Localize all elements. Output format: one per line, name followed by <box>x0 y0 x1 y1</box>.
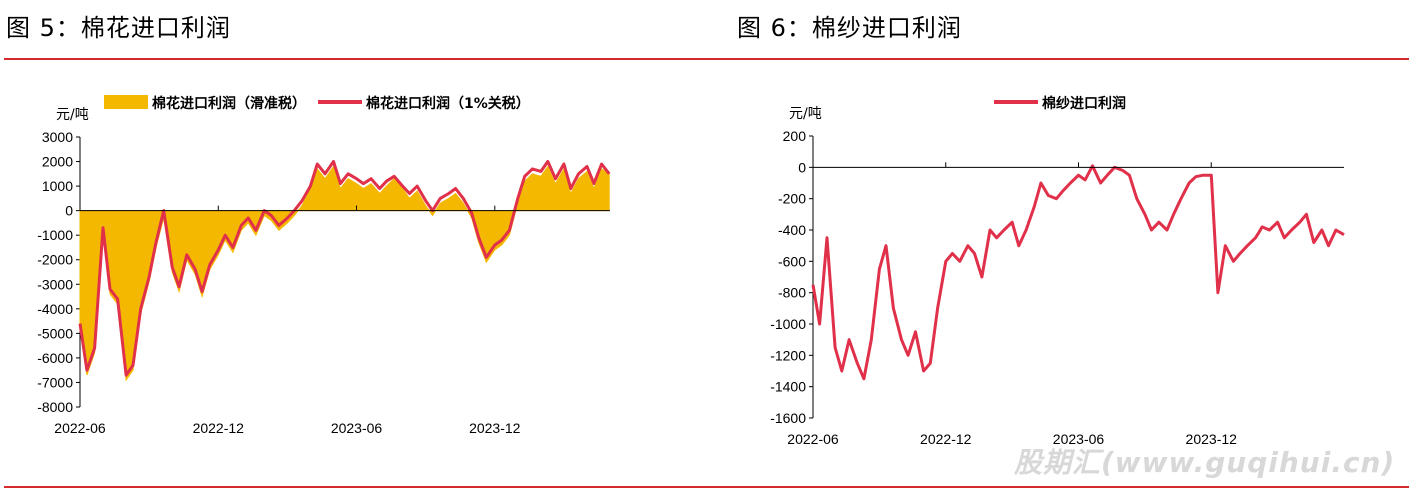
chart5-x-tick-label: 2023-12 <box>469 420 521 436</box>
chart5-x-tick-label: 2022-12 <box>193 420 245 436</box>
chart5-y-tick-label: 2000 <box>42 154 73 170</box>
chart5-x-tick-label: 2023-06 <box>331 420 383 436</box>
chart6-y-tick-label: -600 <box>778 253 806 269</box>
cotton-yarn-import-profit-chart: 元/吨 200 0 -200 -400 -600 -800 -1000 -1200 -1400 -1… <box>770 95 1345 447</box>
cotton-import-profit-chart: 元/吨 3000 2000 1000 0 -1000 -2000 -3000 -4000 -500… <box>37 95 611 436</box>
chart5-y-tick-label: -6000 <box>37 350 73 366</box>
chart6-y-tick-label: -1400 <box>770 379 806 395</box>
bottom-divider <box>4 486 1409 488</box>
figure-5-title: 图 5：棉花进口利润 <box>6 14 231 42</box>
chart6-y-tick-label: -200 <box>778 191 806 207</box>
chart6-y-tick-label: -800 <box>778 285 806 301</box>
chart6-y-tick-label: 0 <box>798 159 806 175</box>
chart5-y-tick-label: -2000 <box>37 252 73 268</box>
top-divider <box>4 58 1409 60</box>
chart6-x-tick-label: 2023-12 <box>1186 431 1238 447</box>
chart5-x-tick-label: 2022-06 <box>54 420 106 436</box>
chart5-legend-label: 棉花进口利润（1%关税） <box>366 95 530 112</box>
chart6-legend-label: 棉纱进口利润 <box>1042 95 1126 112</box>
chart6-unit-label: 元/吨 <box>789 106 822 122</box>
chart5-y-tick-label: -5000 <box>37 325 73 341</box>
chart6-series-0-line <box>811 164 1345 381</box>
chart6-x-tick-label: 2023-06 <box>1053 431 1105 447</box>
chart5-y-tick-label: -8000 <box>37 399 73 415</box>
chart5-legend-label: 棉花进口利润（滑准税） <box>152 95 306 112</box>
watermark: 股期汇(www.guqihui.cn) <box>1014 446 1396 479</box>
chart6-y-tick-label: -1200 <box>770 347 806 363</box>
chart5-y-tick-label: -7000 <box>37 374 73 390</box>
chart5-y-tick-label: -1000 <box>37 227 73 243</box>
chart5-legend-swatch <box>104 95 148 109</box>
chart6-x-tick-label: 2022-12 <box>920 431 972 447</box>
chart5-series-1-line <box>78 160 611 377</box>
figure-6-title: 图 6：棉纱进口利润 <box>737 14 962 42</box>
chart5-series-0-area <box>79 165 610 382</box>
chart6-x-tick-label: 2022-06 <box>787 431 839 447</box>
chart5-unit-label: 元/吨 <box>56 107 89 123</box>
chart5-y-tick-label: 1000 <box>42 178 73 194</box>
chart5-y-tick-label: 0 <box>65 203 73 219</box>
chart6-y-tick-label: -400 <box>778 222 806 238</box>
chart6-y-tick-label: 200 <box>783 128 807 144</box>
chart5-y-tick-label: -4000 <box>37 301 73 317</box>
chart6-y-tick-label: -1000 <box>770 316 806 332</box>
chart5-y-tick-label: 3000 <box>42 129 73 145</box>
chart6-y-tick-label: -1600 <box>770 410 806 426</box>
chart5-y-tick-label: -3000 <box>37 276 73 292</box>
